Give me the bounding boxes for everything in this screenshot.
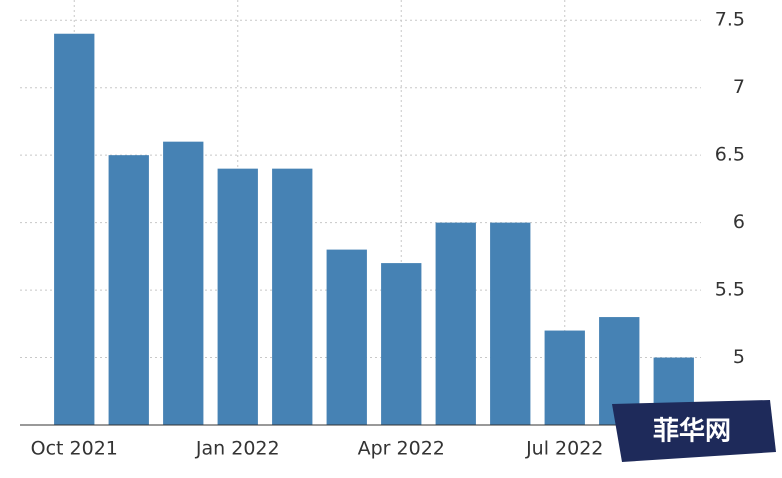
x-tick-label: Oct 2021 bbox=[31, 438, 118, 460]
bar bbox=[544, 330, 585, 425]
y-tick-label: 5.5 bbox=[715, 279, 745, 301]
y-tick-label: 5 bbox=[733, 346, 745, 368]
watermark-badge: 菲华网 bbox=[612, 400, 776, 462]
bar bbox=[108, 155, 149, 425]
x-tick-label: Jul 2022 bbox=[525, 438, 603, 460]
bar bbox=[163, 141, 204, 425]
bar bbox=[381, 263, 422, 425]
x-tick-label: Jan 2022 bbox=[195, 438, 280, 460]
bar bbox=[435, 222, 476, 425]
watermark: 菲华网 bbox=[653, 416, 731, 447]
y-tick-label: 6 bbox=[733, 211, 745, 233]
bar bbox=[326, 249, 367, 425]
bar bbox=[490, 222, 531, 425]
y-tick-label: 7.5 bbox=[715, 9, 745, 31]
bar bbox=[272, 168, 313, 425]
bar bbox=[217, 168, 258, 425]
bar bbox=[54, 33, 95, 425]
x-tick-label: Apr 2022 bbox=[358, 438, 445, 460]
y-tick-label: 7 bbox=[733, 76, 745, 98]
y-tick-label: 6.5 bbox=[715, 144, 745, 166]
